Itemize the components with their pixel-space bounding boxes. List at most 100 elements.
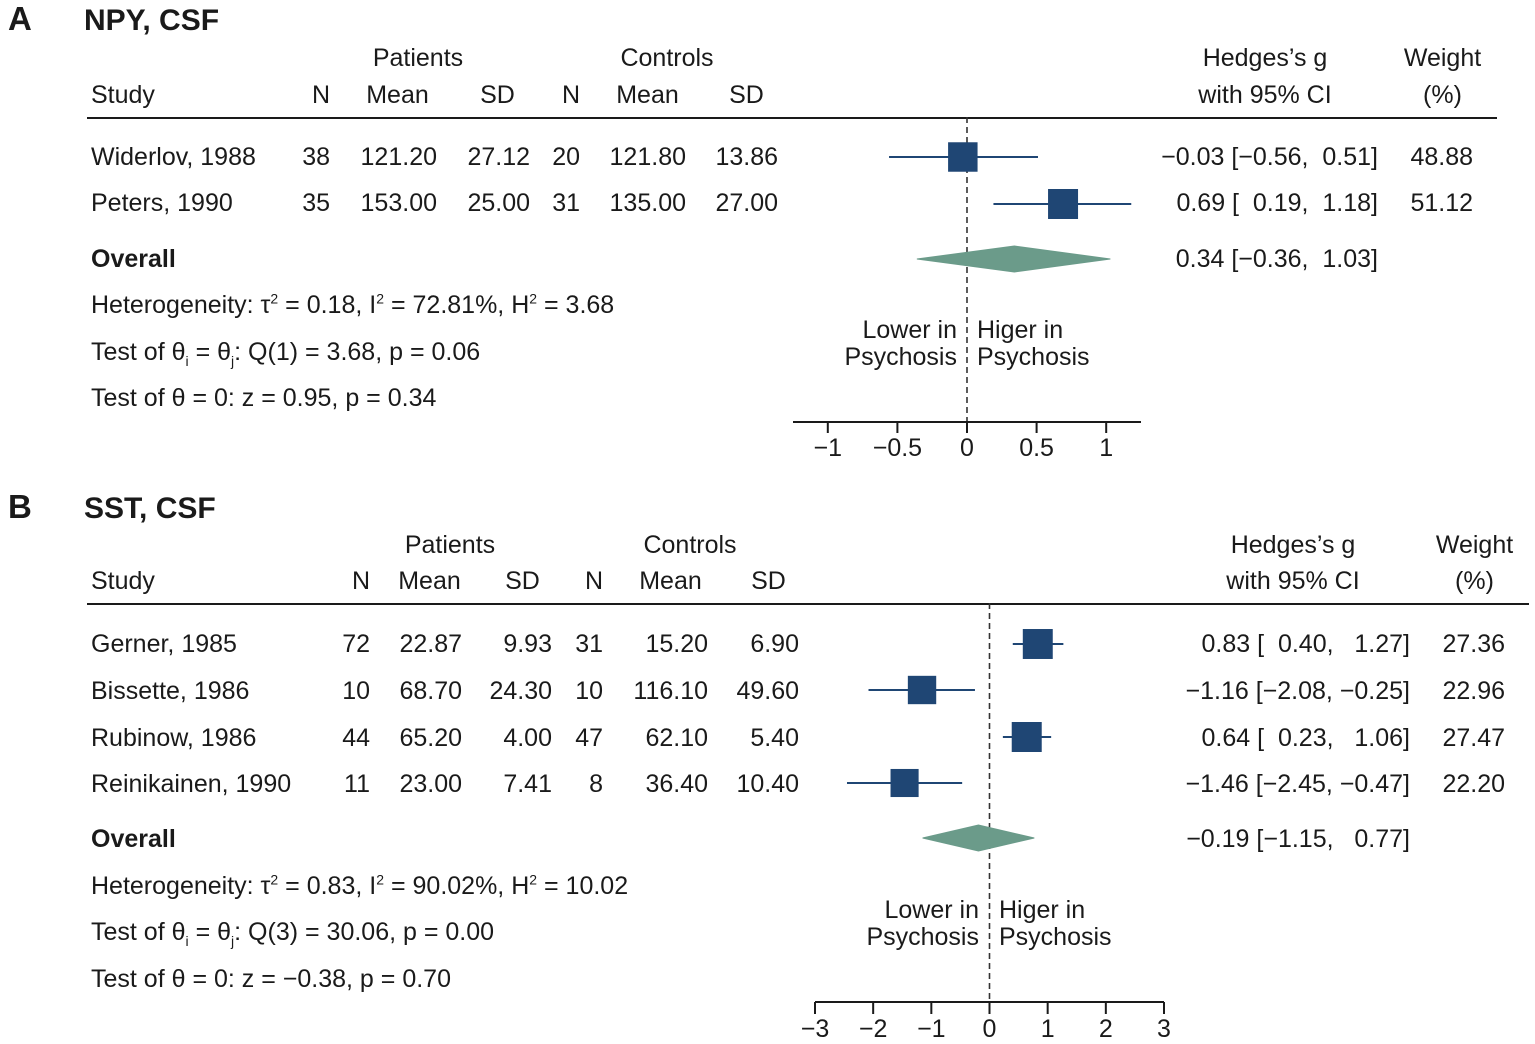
patients-n: 10 <box>342 677 370 705</box>
overall-label: Overall <box>91 825 176 853</box>
controls-sd: 49.60 <box>736 677 799 705</box>
x-tick-label: −0.5 <box>873 434 922 462</box>
x-tick-label: −1 <box>814 434 843 462</box>
patients-sd: 7.41 <box>503 770 552 798</box>
zero-effect-test: Test of θ = 0: z = −0.38, p = 0.70 <box>91 965 451 993</box>
effect-header-line2: with 95% CI <box>1226 567 1360 595</box>
study-name: Bissette, 1986 <box>91 677 250 705</box>
study-name: Widerlov, 1988 <box>91 143 256 171</box>
x-tick-label: 0 <box>983 1015 997 1043</box>
controls-mean: 121.80 <box>609 143 686 171</box>
patients-n: 35 <box>302 189 330 217</box>
patients-n-header: N <box>351 567 370 595</box>
direction-label-right: Higer in Psychosis <box>999 896 1112 951</box>
controls-sd: 5.40 <box>750 724 799 752</box>
effect-ci-text: −0.03 [−0.56, 0.51] <box>1161 143 1378 171</box>
effect-ci-text: −1.46 [−2.45, −0.47] <box>1185 770 1411 798</box>
controls-mean: 135.00 <box>609 189 686 217</box>
x-tick-label: 3 <box>1157 1015 1171 1043</box>
direction-label-right: Higer in Psychosis <box>977 316 1090 371</box>
controls-n: 31 <box>552 189 580 217</box>
effect-header-line1: Hedges’s g <box>1230 531 1356 559</box>
x-tick-label: −1 <box>917 1015 946 1043</box>
effect-box <box>907 675 937 705</box>
header-rule <box>87 117 1497 119</box>
x-tick-label: −2 <box>859 1015 888 1043</box>
effect-header-line1: Hedges’s g <box>1202 44 1328 72</box>
patients-sd: 25.00 <box>467 189 530 217</box>
controls-sd: 27.00 <box>715 189 778 217</box>
effect-box <box>1048 189 1079 219</box>
controls-mean: 62.10 <box>645 724 708 752</box>
weight-value: 27.47 <box>1442 724 1505 752</box>
panel-title: SST, CSF <box>84 492 216 525</box>
header-rule <box>87 603 1529 605</box>
patients-sd: 9.93 <box>503 630 552 658</box>
study-column-header: Study <box>91 567 155 595</box>
effect-ci-text: −1.16 [−2.08, −0.25] <box>1185 677 1411 705</box>
weight-header-line1: Weight <box>1403 44 1482 72</box>
controls-n-header: N <box>561 81 580 109</box>
patients-group-header: Patients <box>372 44 464 72</box>
forest-plot-sst: B SST, CSF Patients Controls Hedges’s g … <box>0 487 1535 1044</box>
patients-group-header: Patients <box>404 531 496 559</box>
controls-mean: 116.10 <box>633 677 708 705</box>
overall-ci-text: 0.34 [−0.36, 1.03] <box>1175 245 1378 273</box>
patients-n: 72 <box>342 630 370 658</box>
direction-label-left: Lower in Psychosis <box>866 896 979 951</box>
patients-mean-header: Mean <box>366 81 429 109</box>
heterogeneity-stats: Heterogeneity: τ2 = 0.18, I2 = 72.81%, H… <box>91 290 615 319</box>
weight-value: 51.12 <box>1410 189 1473 217</box>
patients-mean: 23.00 <box>399 770 462 798</box>
x-tick-label: 2 <box>1099 1015 1113 1043</box>
overall-ci-text: −0.19 [−1.15, 0.77] <box>1186 825 1410 853</box>
effect-box <box>890 768 919 798</box>
zero-effect-test: Test of θ = 0: z = 0.95, p = 0.34 <box>91 384 437 412</box>
patients-sd: 24.30 <box>489 677 552 705</box>
heterogeneity-test: Test of θi = θj: Q(1) = 3.68, p = 0.06 <box>91 338 481 369</box>
patients-sd: 27.12 <box>467 143 530 171</box>
x-tick-label: 1 <box>1099 434 1113 462</box>
patients-n: 38 <box>302 143 330 171</box>
patients-sd-header: SD <box>505 567 540 595</box>
patients-mean: 65.20 <box>399 724 462 752</box>
controls-mean-header: Mean <box>639 567 702 595</box>
overall-diamond <box>922 824 1035 852</box>
controls-sd-header: SD <box>751 567 786 595</box>
patients-mean: 121.20 <box>360 143 437 171</box>
study-name: Rubinow, 1986 <box>91 724 257 752</box>
panel-letter: B <box>8 488 32 525</box>
controls-n: 31 <box>575 630 603 658</box>
x-tick-label: 0 <box>960 434 974 462</box>
controls-group-header: Controls <box>620 44 714 72</box>
controls-sd-header: SD <box>729 81 764 109</box>
controls-group-header: Controls <box>643 531 737 559</box>
direction-label-left: Lower in Psychosis <box>844 316 957 371</box>
effect-box <box>948 142 978 172</box>
weight-header-line1: Weight <box>1435 531 1514 559</box>
controls-sd: 10.40 <box>736 770 799 798</box>
study-column-header: Study <box>91 81 155 109</box>
patients-sd-header: SD <box>480 81 515 109</box>
forest-plot-area: −1 −0.5 0 0.5 1 <box>793 117 1141 462</box>
patients-n: 44 <box>342 724 370 752</box>
overall-label: Overall <box>91 245 176 273</box>
effect-ci-text: 0.64 [ 0.23, 1.06] <box>1201 724 1410 752</box>
patients-mean-header: Mean <box>398 567 461 595</box>
x-tick-label: 0.5 <box>1019 434 1054 462</box>
weight-value: 22.96 <box>1442 677 1505 705</box>
panel-title: NPY, CSF <box>84 4 220 37</box>
weight-header-line2: (%) <box>1423 81 1462 109</box>
controls-mean: 36.40 <box>645 770 708 798</box>
controls-n: 10 <box>575 677 603 705</box>
effect-header-line2: with 95% CI <box>1198 81 1332 109</box>
effect-ci-text: 0.83 [ 0.40, 1.27] <box>1201 630 1410 658</box>
panel-letter: A <box>8 0 32 37</box>
controls-n: 20 <box>552 143 580 171</box>
x-tick-label: 1 <box>1041 1015 1055 1043</box>
heterogeneity-test: Test of θi = θj: Q(3) = 30.06, p = 0.00 <box>91 918 495 949</box>
patients-n: 11 <box>344 770 370 798</box>
effect-box <box>1022 629 1053 659</box>
patients-mean: 22.87 <box>399 630 462 658</box>
effect-ci-text: 0.69 [ 0.19, 1.18] <box>1176 189 1378 217</box>
